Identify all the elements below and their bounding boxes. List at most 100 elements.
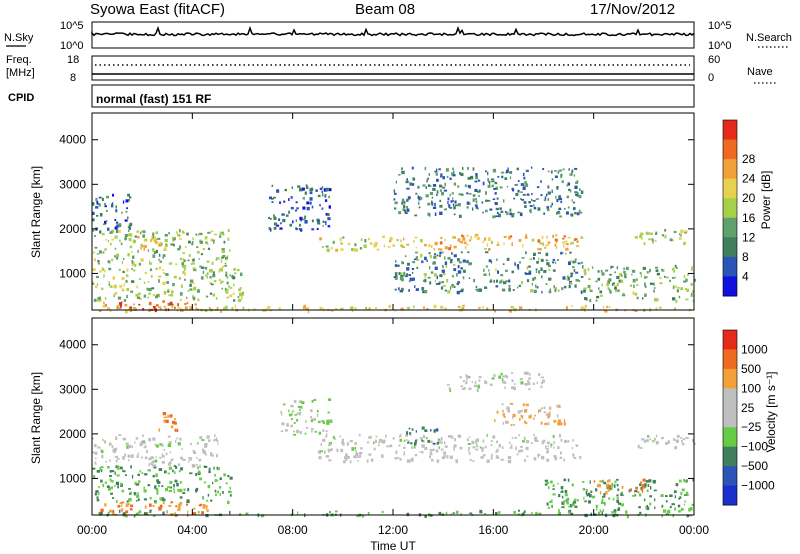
range-cell [125, 199, 129, 203]
range-cell [426, 259, 428, 262]
range-cell [573, 174, 576, 177]
range-cell [174, 418, 176, 421]
range-cell [321, 420, 325, 423]
range-cell [139, 231, 142, 235]
range-cell [155, 295, 158, 299]
range-cell [414, 214, 418, 217]
colorbar-swatch [723, 276, 737, 297]
range-cell [503, 235, 507, 238]
range-cell [436, 442, 439, 445]
range-cell [175, 465, 178, 469]
colorbar-swatch [723, 388, 737, 409]
range-cell [557, 259, 559, 261]
y-tick-label: 2000 [59, 222, 86, 236]
range-cell [409, 433, 412, 436]
colorbar-frame [722, 329, 738, 506]
range-cell [172, 470, 174, 473]
range-cell [533, 252, 536, 256]
range-cell [229, 274, 231, 277]
range-cell [572, 266, 575, 269]
range-cell [637, 444, 640, 449]
range-cell [521, 415, 524, 419]
range-cell [523, 371, 527, 375]
range-cell [192, 507, 196, 510]
range-cell [317, 221, 321, 225]
range-cell [502, 263, 505, 265]
range-cell [292, 220, 294, 224]
range-cell [621, 486, 624, 489]
range-cell [467, 251, 470, 254]
range-cell [439, 251, 442, 255]
range-cell [173, 484, 175, 488]
range-cell [401, 201, 404, 205]
range-cell [219, 235, 222, 238]
range-cell [587, 267, 590, 272]
range-cell [202, 448, 205, 452]
range-cell [184, 246, 187, 248]
range-cell [574, 284, 577, 288]
range-cell [457, 305, 461, 308]
range-cell [451, 252, 453, 255]
range-cell [280, 410, 282, 414]
range-cell [168, 466, 172, 470]
range-cell [597, 277, 601, 281]
range-cell [141, 440, 143, 443]
range-cell [487, 237, 491, 241]
range-cell [509, 208, 512, 212]
range-cell [143, 489, 147, 493]
range-cell [206, 275, 209, 279]
range-cell [188, 240, 191, 244]
range-cell [395, 450, 398, 455]
range-cell [642, 478, 646, 482]
range-cell [686, 492, 689, 495]
range-cell [655, 434, 658, 438]
range-cell [537, 207, 541, 211]
range-cell [517, 286, 519, 289]
range-cell [601, 511, 603, 515]
range-cell [167, 462, 171, 466]
range-cell [576, 244, 580, 248]
range-cell [568, 509, 572, 513]
range-cell [457, 434, 461, 437]
range-cell [535, 511, 538, 515]
range-cell [443, 272, 446, 276]
range-cell [468, 436, 471, 438]
range-cell [528, 265, 531, 268]
range-cell [490, 444, 493, 447]
range-cell [151, 460, 155, 464]
range-cell [234, 272, 237, 275]
range-cell [153, 464, 156, 467]
range-cell [398, 444, 401, 447]
range-cell [404, 255, 407, 258]
range-cell [451, 172, 453, 176]
range-cell [609, 486, 612, 490]
range-cell [399, 272, 403, 275]
range-cell [116, 304, 120, 307]
range-cell [101, 454, 104, 459]
range-cell [199, 477, 203, 481]
range-cell [395, 275, 398, 278]
range-cell [414, 454, 418, 457]
range-cell [158, 507, 162, 511]
range-cell [454, 437, 456, 442]
range-cell [199, 436, 203, 440]
range-cell [636, 284, 639, 286]
range-cell [591, 266, 594, 269]
power-colorbar-label: Power [dB] [759, 171, 773, 230]
range-cell [245, 512, 249, 515]
range-cell [311, 219, 314, 223]
range-cell [584, 305, 587, 309]
range-cell [560, 201, 563, 204]
range-cell [96, 283, 99, 286]
range-cell [569, 275, 573, 278]
range-cell [115, 465, 119, 469]
range-cell [616, 266, 619, 270]
range-cell [496, 197, 499, 200]
range-cell [558, 195, 561, 199]
range-cell [393, 189, 396, 193]
range-cell [525, 183, 529, 187]
range-cell [192, 296, 196, 301]
range-cell [114, 219, 117, 221]
range-cell [684, 494, 687, 496]
range-cell [170, 501, 173, 504]
